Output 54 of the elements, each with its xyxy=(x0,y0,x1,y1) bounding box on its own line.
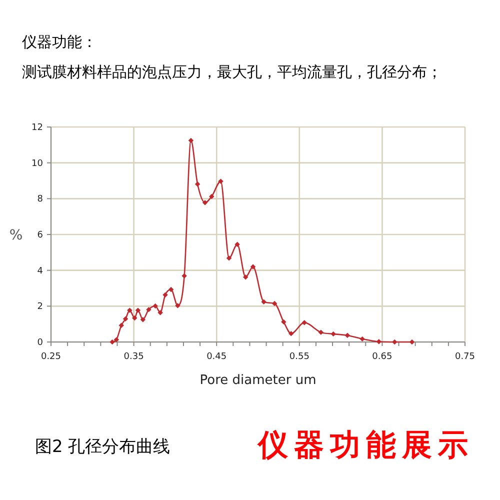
x-axis-title: Pore diameter um xyxy=(200,373,316,388)
point xyxy=(132,315,138,321)
point xyxy=(226,256,232,261)
text: 仪器功能展示 xyxy=(257,428,474,463)
point xyxy=(392,339,398,345)
y-tick-label: 4 xyxy=(37,266,44,276)
point xyxy=(122,316,128,322)
point xyxy=(118,322,124,328)
y-tick-label: 6 xyxy=(37,230,44,240)
chart-title: 仪器功能： xyxy=(22,33,97,51)
caption: 图2 孔径分布曲线 xyxy=(35,437,170,457)
x-tick-label: 0.55 xyxy=(289,352,310,362)
chart-subtitle: 测试膜材料样品的泡点压力，最大孔，平均流量孔，孔径分布； xyxy=(22,63,442,81)
point xyxy=(168,286,174,292)
point xyxy=(182,273,187,278)
y-axis-title: % xyxy=(9,228,23,244)
point xyxy=(194,182,200,187)
y-tick-label: 2 xyxy=(37,302,43,312)
point xyxy=(188,138,194,144)
point xyxy=(140,317,146,322)
point xyxy=(135,308,141,313)
x-tick-label: 0.45 xyxy=(206,352,227,362)
point xyxy=(330,331,336,337)
point xyxy=(234,242,240,247)
x-tick-label: 0.35 xyxy=(124,352,144,362)
point xyxy=(281,319,286,325)
point xyxy=(261,299,266,304)
point xyxy=(110,339,115,345)
point xyxy=(162,292,168,298)
point xyxy=(242,274,248,280)
x-tick-label: 0.75 xyxy=(454,352,476,362)
y-tick-label: 0 xyxy=(37,338,44,348)
point xyxy=(152,303,158,309)
point xyxy=(318,330,324,335)
y-tick-label: 12 xyxy=(32,123,43,133)
point xyxy=(288,330,294,336)
point xyxy=(158,310,163,316)
point xyxy=(250,264,256,270)
point xyxy=(127,308,132,313)
point xyxy=(209,194,214,200)
point xyxy=(360,336,365,342)
point xyxy=(202,200,208,206)
point xyxy=(114,337,120,342)
x-tick-label: 0.65 xyxy=(372,352,392,362)
point xyxy=(175,303,180,308)
point xyxy=(302,320,307,326)
point xyxy=(344,332,350,338)
point xyxy=(146,306,152,312)
x-tick-label: 0.25 xyxy=(40,352,62,362)
point xyxy=(272,300,278,306)
point xyxy=(218,178,224,184)
y-tick-label: 10 xyxy=(32,158,44,169)
point xyxy=(376,339,382,344)
y-tick-label: 8 xyxy=(37,194,44,205)
